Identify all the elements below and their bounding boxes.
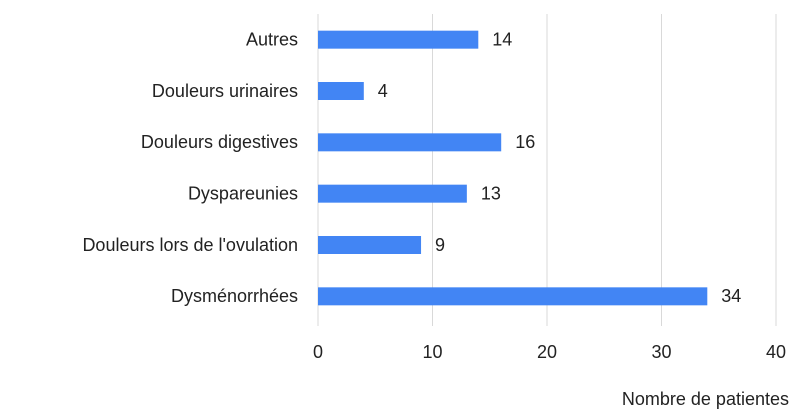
y-tick-label: Dyspareunies bbox=[188, 183, 298, 203]
bar bbox=[318, 236, 422, 254]
x-axis-label: Nombre de patientes bbox=[622, 389, 789, 409]
data-label: 4 bbox=[378, 81, 388, 101]
bar bbox=[318, 133, 502, 152]
bar bbox=[318, 287, 708, 306]
bar bbox=[318, 82, 364, 100]
data-label: 34 bbox=[721, 286, 741, 306]
data-label: 14 bbox=[492, 29, 512, 49]
data-label: 9 bbox=[435, 235, 445, 255]
bar bbox=[318, 184, 467, 203]
data-label: 16 bbox=[515, 132, 535, 152]
x-tick-label: 10 bbox=[422, 342, 442, 362]
x-tick-label: 40 bbox=[766, 342, 786, 362]
bar bbox=[318, 30, 479, 49]
y-tick-label: Autres bbox=[246, 29, 298, 49]
y-tick-label: Douleurs urinaires bbox=[152, 81, 298, 101]
y-tick-label: Douleurs lors de l'ovulation bbox=[82, 235, 298, 255]
y-tick-label: Douleurs digestives bbox=[141, 132, 298, 152]
x-tick-label: 30 bbox=[651, 342, 671, 362]
x-tick-label: 0 bbox=[313, 342, 323, 362]
y-tick-label: Dysménorrhées bbox=[171, 286, 298, 306]
data-label: 13 bbox=[481, 183, 501, 203]
x-tick-label: 20 bbox=[537, 342, 557, 362]
